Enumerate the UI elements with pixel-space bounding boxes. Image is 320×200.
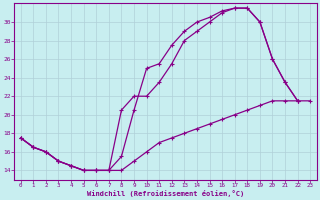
X-axis label: Windchill (Refroidissement éolien,°C): Windchill (Refroidissement éolien,°C) [87, 190, 244, 197]
